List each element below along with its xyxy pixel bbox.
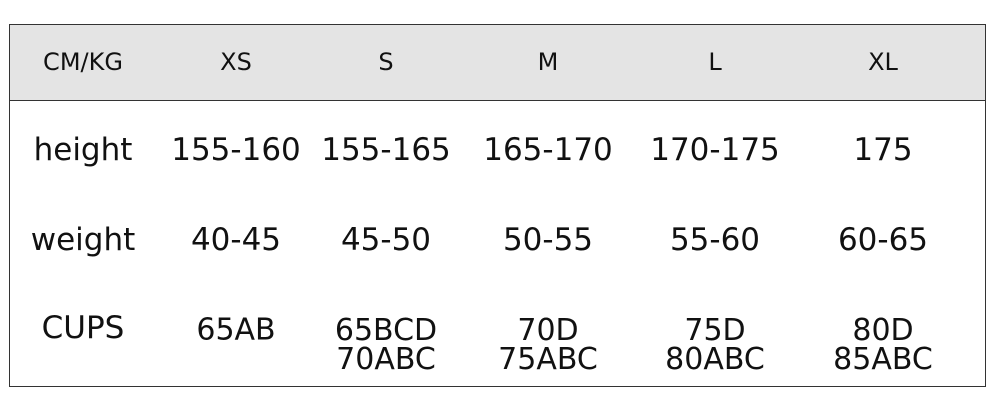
table-cell: 60-65: [837, 222, 929, 258]
header-cell: CM/KG: [43, 48, 123, 76]
table-cell: 65BCD 70ABC: [334, 313, 438, 377]
header-cell: XL: [868, 48, 898, 76]
cell-line: 70D: [517, 313, 579, 348]
table-cell: 50-55: [502, 222, 594, 258]
table-cell: 155-165: [321, 132, 451, 168]
cell-line: 65BCD: [334, 313, 438, 348]
cell-line: 85ABC: [833, 342, 933, 377]
row-label: CUPS: [41, 310, 125, 346]
cell-line: 70ABC: [336, 342, 436, 377]
header-cell: XS: [220, 48, 252, 76]
row-label: weight: [30, 222, 136, 258]
header-cell: M: [537, 48, 559, 76]
table-cell: 40-45: [190, 222, 282, 258]
table-cell: 45-50: [340, 222, 432, 258]
header-cell: S: [378, 48, 394, 76]
header-cell: L: [708, 48, 722, 76]
cell-line: 75D: [684, 313, 746, 348]
table-cell: 170-175: [650, 132, 780, 168]
header-row: [10, 25, 985, 101]
cell-line: 75ABC: [498, 342, 598, 377]
table-cell: 65AB: [196, 312, 276, 348]
table-cell: 80D 85ABC: [833, 313, 933, 377]
table-cell: 70D 75ABC: [498, 313, 598, 377]
cell-line: 65AB: [196, 312, 276, 348]
table-cell: 55-60: [669, 222, 761, 258]
cell-line: 80D: [852, 313, 914, 348]
table-cell: 155-160: [171, 132, 301, 168]
size-chart-table: [9, 24, 986, 387]
table-cell: 175: [853, 132, 913, 168]
cell-line: 80ABC: [665, 342, 765, 377]
table-cell: 75D 80ABC: [665, 313, 765, 377]
row-label: height: [33, 132, 133, 168]
table-cell: 165-170: [483, 132, 613, 168]
